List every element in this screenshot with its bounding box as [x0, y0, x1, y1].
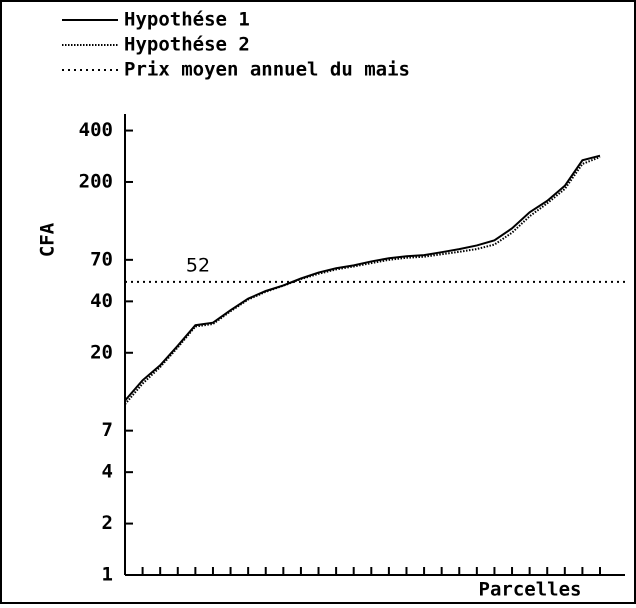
y-tick-label: 1 [102, 564, 113, 586]
y-tick-label: 70 [90, 248, 113, 270]
series-line [124, 156, 601, 405]
legend-label: Prix moyen annuel du mais [124, 59, 410, 81]
y-tick-label: 200 [79, 170, 113, 192]
legend-label: Hypothése 2 [124, 34, 250, 56]
y-axis-label: CFA [37, 222, 59, 257]
x-axis-label: Parcelles [479, 579, 582, 601]
y-tick-label: 4 [102, 461, 113, 483]
series-line [124, 154, 601, 402]
legend-label: Hypothése 1 [124, 9, 250, 31]
y-tick-label: 20 [90, 341, 113, 363]
y-tick-label: 400 [79, 119, 113, 141]
reference-label: 52 [186, 254, 210, 276]
y-tick-label: 40 [90, 290, 113, 312]
y-tick-label: 2 [102, 512, 113, 534]
y-tick-label: 7 [102, 419, 113, 441]
